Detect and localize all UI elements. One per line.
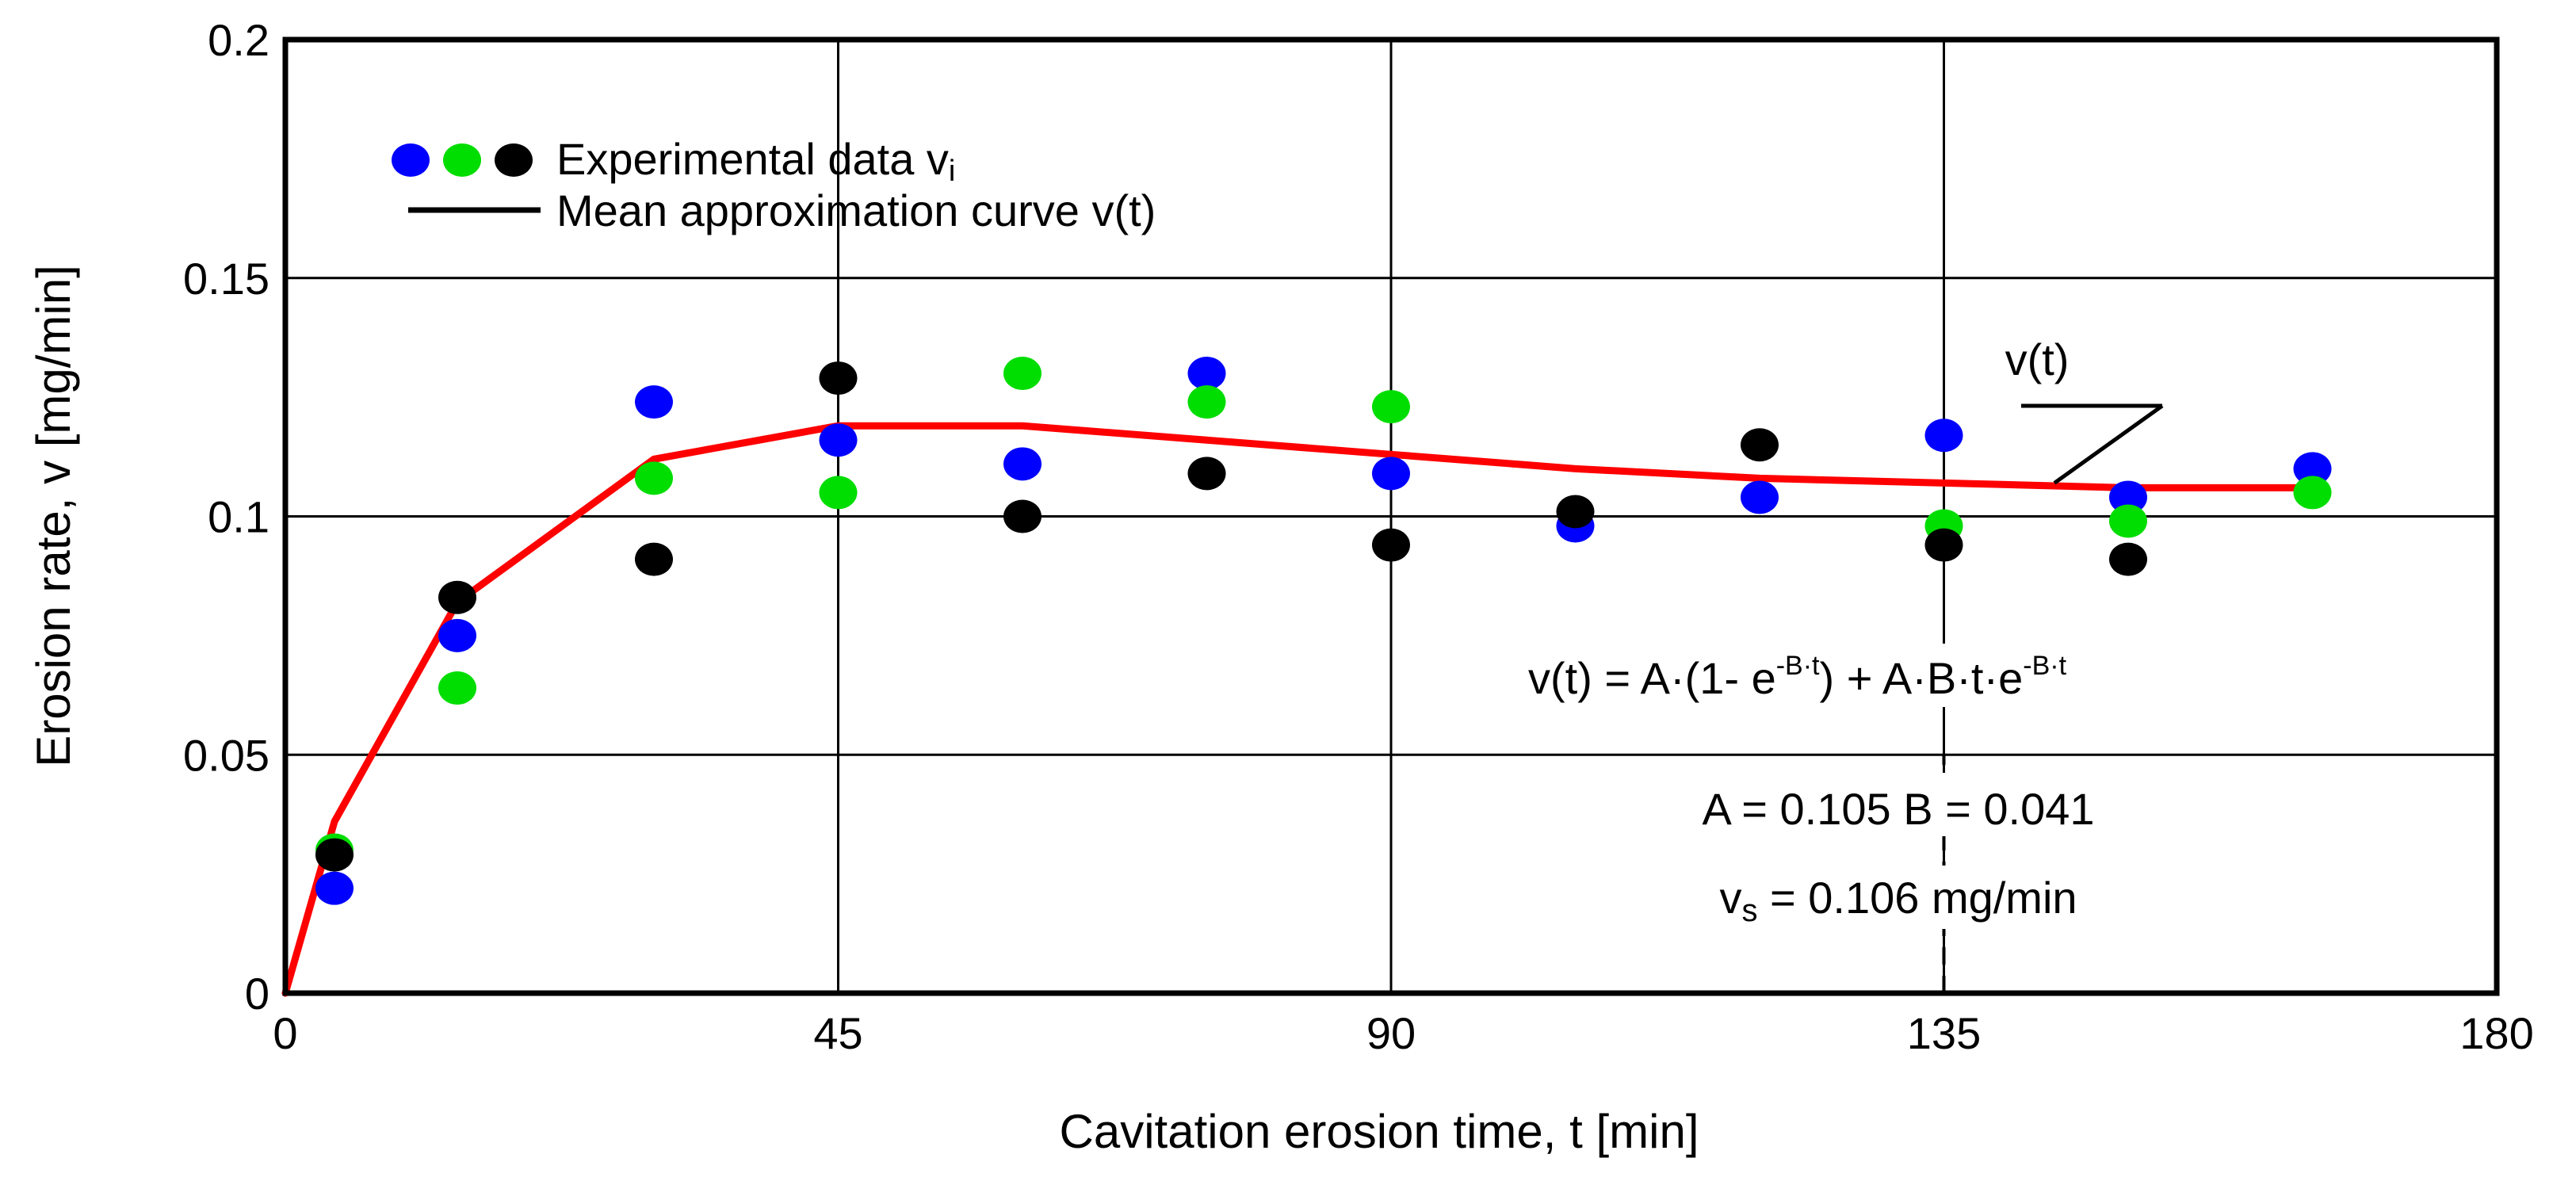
data-point bbox=[819, 476, 858, 510]
legend-curve-label: Mean approximation curve v(t) bbox=[556, 185, 1156, 235]
data-point bbox=[2109, 504, 2147, 538]
data-point bbox=[438, 671, 476, 705]
data-point bbox=[1372, 528, 1410, 562]
data-point bbox=[1003, 357, 1041, 391]
data-point bbox=[1741, 428, 1779, 462]
y-tick-label: 0 bbox=[245, 969, 269, 1019]
data-point bbox=[1741, 480, 1779, 514]
data-point bbox=[438, 580, 476, 614]
data-point bbox=[635, 542, 673, 576]
annotations: v(t) = A·(1- e-B·t) + A·B·t·e-B·t A = 0.… bbox=[1514, 644, 2259, 929]
legend: Experimental data vi Mean approximation … bbox=[392, 134, 1156, 235]
data-point bbox=[438, 618, 476, 652]
data-point bbox=[635, 461, 673, 495]
formula-exponent-2: -B·t bbox=[2023, 651, 2066, 681]
formula-text: v(t) = A·(1- e-B·t) + A·B·t·e-B·t bbox=[1528, 651, 2067, 703]
params-background bbox=[1593, 773, 2203, 836]
tick-labels-layer: 0 45 90 135 180 0 0.05 0.1 0.15 0.2 bbox=[183, 15, 2534, 1058]
data-point bbox=[2293, 476, 2332, 510]
data-point bbox=[1924, 419, 1963, 453]
data-point bbox=[1924, 528, 1963, 562]
y-tick-label: 0.2 bbox=[208, 15, 269, 65]
legend-marker-black bbox=[495, 143, 533, 177]
data-point bbox=[1187, 385, 1226, 419]
data-point bbox=[635, 385, 673, 419]
legend-marker-green bbox=[443, 143, 481, 177]
data-point bbox=[1372, 390, 1410, 424]
data-point bbox=[315, 871, 354, 905]
data-point bbox=[1556, 495, 1595, 529]
points-layer bbox=[315, 357, 2332, 905]
data-point bbox=[1187, 457, 1226, 491]
legend-points-label-subscript: i bbox=[949, 155, 955, 188]
y-tick-label: 0.1 bbox=[208, 492, 269, 542]
data-point bbox=[1187, 357, 1226, 391]
legend-marker-blue bbox=[392, 143, 430, 177]
data-point bbox=[1003, 499, 1041, 533]
x-tick-label: 0 bbox=[273, 1008, 297, 1058]
data-point bbox=[2109, 480, 2147, 514]
data-point bbox=[2293, 452, 2332, 486]
plot-frame bbox=[282, 36, 2500, 996]
data-point bbox=[819, 423, 858, 457]
curve-callout-label: v(t) bbox=[2005, 334, 2070, 384]
data-point bbox=[2109, 542, 2147, 576]
curve-callout: v(t) bbox=[2005, 334, 2164, 485]
y-tick-label: 0.15 bbox=[183, 254, 269, 304]
x-tick-label: 135 bbox=[1907, 1008, 1981, 1058]
vs-subscript: s bbox=[1741, 893, 1757, 928]
params-text: A = 0.105 B = 0.041 bbox=[1702, 784, 2094, 834]
y-axis-title: Erosion rate, v [mg/min] bbox=[27, 265, 80, 767]
y-tick-label: 0.05 bbox=[183, 730, 269, 780]
grid-layer bbox=[285, 40, 2497, 993]
data-point bbox=[1003, 447, 1041, 481]
data-point bbox=[1372, 457, 1410, 491]
vs-text: vs = 0.106 mg/min bbox=[1719, 873, 2077, 928]
x-tick-label: 90 bbox=[1366, 1008, 1416, 1058]
vs-background bbox=[1649, 866, 2188, 929]
x-tick-label: 180 bbox=[2459, 1008, 2533, 1058]
data-point bbox=[315, 838, 354, 872]
x-tick-label: 45 bbox=[813, 1008, 862, 1058]
legend-points-label: Experimental data vi bbox=[556, 134, 955, 188]
data-point bbox=[819, 361, 858, 396]
curve-callout-leader bbox=[2053, 403, 2164, 485]
formula-background bbox=[1514, 644, 2259, 707]
formula-exponent-1: -B·t bbox=[1776, 651, 1820, 681]
x-axis-title: Cavitation erosion time, t [min] bbox=[1060, 1105, 1699, 1158]
